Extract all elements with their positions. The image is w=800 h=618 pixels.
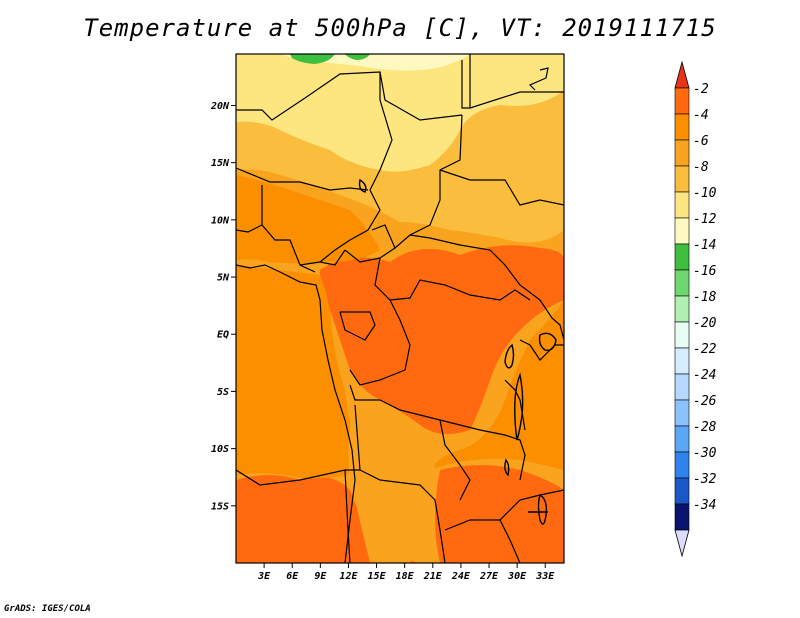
lat-tick-label: 15N [211, 158, 230, 169]
colorbar-swatch [674, 347, 690, 375]
colorbar-label: -2 [693, 82, 709, 97]
field-band--4-southwest [236, 265, 360, 479]
colorbar-swatch [674, 425, 690, 453]
lon-tick-label: 24E [451, 571, 471, 582]
lon-tick-label: 15E [368, 571, 387, 582]
lon-tick-label: 27E [479, 571, 499, 582]
field-band--2-central [319, 245, 564, 434]
colorbar-swatch [674, 451, 690, 479]
colorbar-label: -26 [693, 394, 717, 409]
field-patch-green-1 [290, 54, 335, 64]
lon-tick-label: 33E [535, 571, 555, 582]
lon-tick-label: 12E [339, 571, 358, 582]
colorbar-label: -14 [693, 238, 716, 253]
credit-label: GrADS: IGES/COLA [4, 604, 91, 614]
lat-tick-label: 20N [210, 101, 230, 112]
colorbar-label: -34 [693, 498, 716, 513]
colorbar-label: -20 [693, 316, 717, 331]
colorbar-swatch [674, 373, 690, 401]
temperature-field [236, 54, 564, 563]
colorbar-label: -8 [693, 160, 709, 175]
field-band--2-southeast [435, 465, 564, 563]
coastline-red-sea [528, 67, 549, 91]
colorbar-swatch [674, 113, 690, 141]
colorbar-swatch [674, 399, 690, 427]
latitude-ticks: 20N 15N 10N 5N EQ 5S 10S 15S [210, 101, 236, 512]
colorbar-bottom-arrow [674, 529, 690, 558]
map-frame [235, 53, 565, 564]
lat-tick-label: 10S [211, 444, 229, 455]
lat-tick-label: 15S [211, 501, 229, 512]
colorbar-label: -30 [693, 446, 717, 461]
field-band--4-sahel [236, 175, 380, 264]
lat-tick-label: EQ [217, 330, 229, 341]
lat-tick-label: 10N [211, 215, 230, 226]
colorbar-label: -16 [693, 264, 717, 279]
colorbar-swatch [674, 269, 690, 297]
lon-tick-label: 18E [396, 571, 415, 582]
colorbar: -2 -4 -6 -8 -10 -12 -14 -16 -18 -20 -22 -24 -26 -28 -3… [674, 60, 717, 558]
lat-tick-label: 5S [217, 387, 229, 398]
lon-tick-label: 6E [286, 571, 299, 582]
lon-tick-label: 3E [257, 571, 271, 582]
colorbar-swatch [674, 295, 690, 323]
colorbar-swatch [674, 243, 690, 271]
colorbar-swatch [674, 165, 690, 193]
colorbar-label: -12 [693, 212, 717, 227]
colorbar-label: -10 [693, 186, 717, 201]
colorbar-label: -4 [693, 108, 709, 123]
colorbar-label: -28 [693, 420, 717, 435]
longitude-ticks: 3E 6E 9E 12E 15E 18E 21E 24E 27E 30E 33E [257, 563, 555, 582]
colorbar-swatch [674, 477, 690, 505]
lon-tick-label: 9E [314, 571, 327, 582]
colorbar-label: -6 [693, 134, 709, 149]
map-title: Temperature at 500hPa [C], VT: 201911171… [83, 14, 717, 42]
coastline [236, 264, 356, 563]
lakes [358, 178, 557, 525]
lon-tick-label: 30E [507, 571, 527, 582]
colorbar-swatch [674, 321, 690, 349]
colorbar-top-arrow [674, 60, 690, 89]
field-patch-green-2 [345, 54, 370, 60]
colorbar-label: -32 [693, 472, 717, 487]
field-band--4-east [430, 300, 564, 470]
lat-tick-label: 5N [217, 273, 230, 284]
colorbar-label: -22 [693, 342, 717, 357]
colorbar-label: -24 [693, 368, 716, 383]
lon-tick-label: 21E [423, 571, 443, 582]
colorbar-swatch [674, 191, 690, 219]
colorbar-swatch [674, 503, 690, 531]
colorbar-swatch [674, 217, 690, 245]
country-borders [236, 54, 564, 563]
colorbar-swatch [674, 139, 690, 167]
colorbar-swatch [674, 87, 690, 115]
colorbar-label: -18 [693, 290, 717, 305]
field-band--10 [236, 54, 564, 172]
